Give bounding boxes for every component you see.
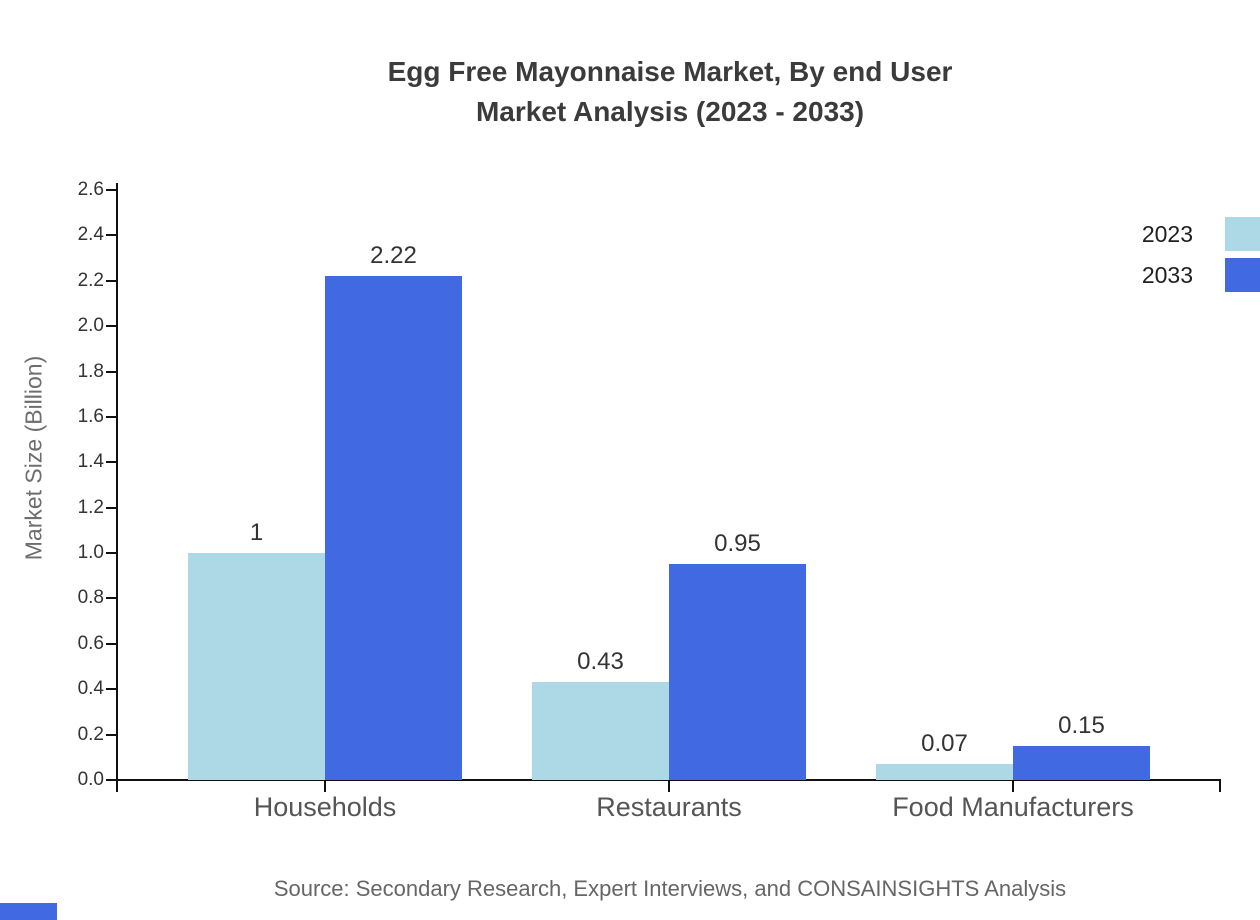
y-axis-line [116,183,118,792]
legend-label: 2033 [1141,261,1193,288]
legend-label: 2023 [1141,220,1193,247]
bar-2023 [188,553,325,780]
y-tick-mark [106,506,118,509]
bar-value-label: 0.15 [1058,711,1105,739]
legend: 2023 2033 [1080,217,1260,299]
y-tick-label: 1.8 [77,360,104,382]
y-tick-mark [106,370,118,373]
y-tick-label: 2.2 [77,269,104,291]
legend-swatch [1225,217,1260,251]
y-tick-mark [106,642,118,645]
chart-title-line2: Market Analysis (2023 - 2033) [475,96,865,127]
bar-value-label: 0.95 [714,530,761,558]
source-note: Source: Secondary Research, Expert Inter… [273,876,1067,901]
y-tick-label: 1.2 [77,496,104,518]
x-axis-end-tick [1219,779,1221,792]
bar-2023 [876,764,1013,780]
y-tick-label: 1.4 [77,451,104,473]
y-tick-label: 0.8 [77,587,104,609]
y-tick-mark [106,688,118,691]
category-label: Households [253,792,397,822]
y-tick-mark [106,733,118,736]
x-tick-mark [1012,779,1014,792]
category-label: Food Manufacturers [892,792,1134,822]
y-tick-label: 2.0 [77,315,104,337]
y-tick-mark [106,779,118,781]
bar-2023 [532,682,669,780]
y-tick-mark [106,234,118,237]
y-tick-mark [106,597,118,600]
x-tick-mark [668,779,670,792]
y-tick-label: 1.0 [77,542,104,564]
bar-2033 [669,564,806,780]
legend-swatch [1225,258,1260,292]
y-tick-mark [106,325,118,328]
legend-row: 2033 [1080,258,1260,292]
bottom-left-blue-fragment [0,903,57,920]
y-tick-label: 0.0 [77,769,104,790]
y-tick-mark [106,552,118,555]
bar-2033 [1013,745,1150,780]
x-tick-mark [324,779,326,792]
bar-value-label: 1 [249,519,264,547]
bar-2033 [325,276,462,780]
y-tick-label: 2.6 [77,179,104,200]
legend-row: 2023 [1080,217,1260,251]
y-tick-mark [106,415,118,418]
y-tick-label: 0.6 [77,632,104,654]
chart-title-line1: Egg Free Mayonnaise Market, By end User [387,56,953,87]
y-tick-label: 2.4 [77,224,104,246]
y-tick-label: 1.6 [77,405,104,427]
y-tick-label: 0.4 [77,678,104,700]
bar-value-label: 2.22 [370,242,417,270]
bar-value-label: 0.07 [921,730,968,758]
category-label: Restaurants [596,792,742,822]
y-tick-label: 0.2 [77,723,104,745]
y-tick-mark [106,189,118,191]
y-tick-mark [106,279,118,282]
bar-value-label: 0.43 [577,648,624,676]
y-tick-mark [106,461,118,464]
chart-title: Egg Free Mayonnaise Market, By end User … [118,52,1222,132]
